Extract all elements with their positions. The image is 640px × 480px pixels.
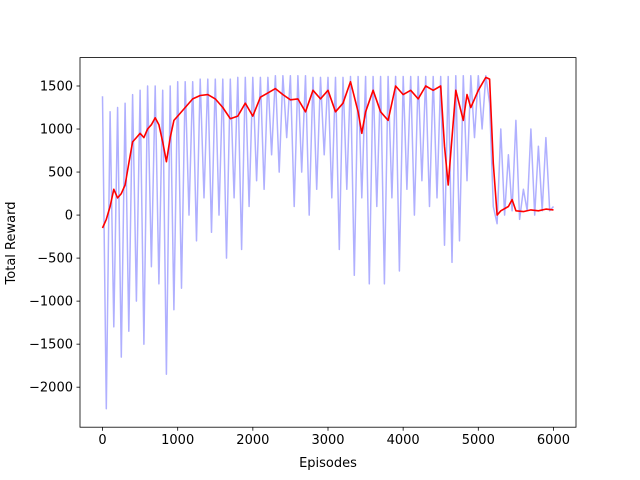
series-line (101, 76, 554, 229)
y-tick-label: −1500 (29, 338, 73, 353)
x-tick-label: 6000 (537, 433, 570, 448)
y-tick-label: −500 (37, 252, 73, 267)
y-tick-label: −2000 (29, 381, 73, 396)
y-tick-label: 0 (65, 209, 73, 224)
x-tick-label: 0 (98, 433, 106, 448)
x-tick-label: 1000 (161, 433, 194, 448)
x-tick-label: 3000 (311, 433, 344, 448)
x-tick-label: 2000 (236, 433, 269, 448)
series-line (101, 74, 555, 410)
y-tick-label: 500 (48, 166, 73, 181)
x-axis-label: Episodes (299, 456, 357, 471)
x-tick-label: 5000 (462, 433, 495, 448)
y-tick-label: −1000 (29, 295, 73, 310)
y-tick-label: 1000 (40, 123, 73, 138)
x-tick-label: 4000 (387, 433, 420, 448)
y-tick-label: 1500 (40, 79, 73, 94)
y-axis-label: Total Reward (4, 202, 19, 286)
